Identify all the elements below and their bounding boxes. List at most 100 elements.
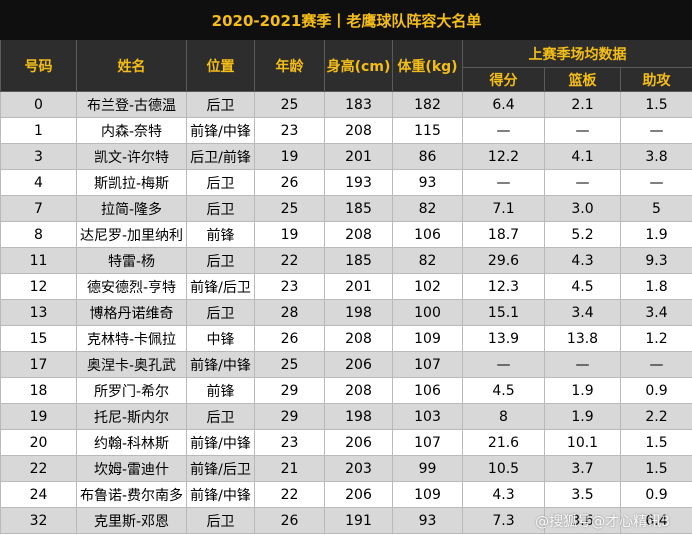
cell-position: 前锋/后卫 (186, 455, 255, 482)
cell-number: 11 (0, 247, 77, 274)
cell-age: 23 (254, 117, 325, 144)
cell-position: 后卫 (186, 195, 255, 222)
cell-weight: 109 (392, 481, 463, 508)
cell-name: 约翰-科林斯 (76, 429, 187, 456)
cell-height: 201 (324, 143, 393, 170)
cell-position: 后卫 (186, 403, 255, 430)
cell-position: 前锋 (186, 377, 255, 404)
cell-number: 22 (0, 455, 77, 482)
cell-age: 26 (254, 325, 325, 352)
cell-name: 德安德烈-亨特 (76, 273, 187, 300)
cell-position: 后卫 (186, 299, 255, 326)
cell-points: 21.6 (462, 429, 545, 456)
table-row: 17 奥涅卡-奥孔武 前锋/中锋 25 206 107— — — (0, 351, 692, 378)
header-assists: 助攻 (619, 67, 692, 92)
cell-assists: 3.4 (619, 299, 692, 326)
cell-weight: 107 (392, 429, 463, 456)
cell-weight: 82 (392, 247, 463, 274)
cell-points: 4.5 (462, 377, 545, 404)
cell-height: 208 (324, 221, 393, 248)
cell-rebounds: — (544, 169, 621, 196)
cell-weight: 100 (392, 299, 463, 326)
header-name: 姓名 (76, 39, 187, 92)
cell-assists: 0.9 (619, 481, 692, 508)
cell-weight: 107 (392, 351, 463, 378)
header-age: 年龄 (254, 39, 325, 92)
cell-assists: — (619, 351, 692, 378)
cell-points: — (462, 169, 545, 196)
cell-name: 布兰登-古德温 (76, 91, 187, 118)
cell-assists: — (619, 169, 692, 196)
cell-rebounds: 4.3 (544, 247, 621, 274)
cell-name: 达尼罗-加里纳利 (76, 221, 187, 248)
cell-position: 前锋/后卫 (186, 273, 255, 300)
cell-number: 13 (0, 299, 77, 326)
cell-number: 15 (0, 325, 77, 352)
cell-age: 26 (254, 169, 325, 196)
cell-weight: 93 (392, 507, 463, 534)
cell-assists: 9.3 (619, 247, 692, 274)
cell-age: 26 (254, 507, 325, 534)
cell-rebounds: 1.9 (544, 403, 621, 430)
table-row: 19 托尼-斯内尔 后卫 29 198 103 8 1.9 2.2 (0, 403, 692, 430)
cell-name: 托尼-斯内尔 (76, 403, 187, 430)
header-last-season: 上赛季场均数据 (461, 39, 692, 68)
cell-position: 后卫 (186, 169, 255, 196)
header-weight: 体重(kg) (392, 39, 463, 92)
cell-points: — (462, 351, 545, 378)
cell-name: 凯文-许尔特 (76, 143, 187, 170)
table-row: 11 特雷-杨 后卫 22 185 82 29.6 4.3 9.3 (0, 247, 692, 274)
cell-weight: 109 (392, 325, 463, 352)
cell-name: 克里斯-邓恩 (76, 507, 187, 534)
cell-position: 前锋/中锋 (186, 429, 255, 456)
cell-name: 拉简-隆多 (76, 195, 187, 222)
cell-height: 206 (324, 351, 393, 378)
cell-weight: 106 (392, 221, 463, 248)
table-row: 13 博格丹诺维奇 后卫 28 198 100 15.1 3.4 3.4 (0, 299, 692, 326)
cell-position: 前锋/中锋 (186, 481, 255, 508)
table-row: 3 凯文-许尔特 后卫/前锋 19 201 86 12.2 4.1 3.8 (0, 143, 692, 170)
cell-name: 奥涅卡-奥孔武 (76, 351, 187, 378)
header-rebounds: 篮板 (544, 67, 621, 92)
cell-height: 191 (324, 507, 393, 534)
cell-age: 23 (254, 429, 325, 456)
table-row: 18 所罗门-希尔 前锋 29 208 106 4.5 1.9 0.9 (0, 377, 692, 404)
cell-age: 22 (254, 481, 325, 508)
cell-position: 后卫 (186, 507, 255, 534)
table-row: 7 拉简-隆多 后卫 25 185 82 7.1 3.0 5 (0, 195, 692, 222)
cell-points: 7.3 (462, 507, 545, 534)
table-row: 24 布鲁诺-费尔南多 前锋/中锋 22 206 109 4.3 3.5 0.9 (0, 481, 692, 508)
cell-number: 17 (0, 351, 77, 378)
cell-points: 10.5 (462, 455, 545, 482)
cell-name: 布鲁诺-费尔南多 (76, 481, 187, 508)
cell-weight: 103 (392, 403, 463, 430)
cell-height: 208 (324, 325, 393, 352)
cell-rebounds: 4.5 (544, 273, 621, 300)
cell-height: 198 (324, 299, 393, 326)
table-row: 15 克林特-卡佩拉 中锋 26 208 109 13.9 13.8 1.2 (0, 325, 692, 352)
cell-number: 18 (0, 377, 77, 404)
cell-height: 206 (324, 481, 393, 508)
cell-age: 29 (254, 403, 325, 430)
cell-points: 8 (462, 403, 545, 430)
table-row: 4 斯凯拉-梅斯 后卫 26 193 93— — — (0, 169, 692, 196)
cell-height: 193 (324, 169, 393, 196)
cell-assists: 6.4 (619, 507, 692, 534)
cell-rebounds: 3.6 (544, 507, 621, 534)
cell-weight: 102 (392, 273, 463, 300)
cell-rebounds: 3.4 (544, 299, 621, 326)
cell-position: 中锋 (186, 325, 255, 352)
cell-name: 所罗门-希尔 (76, 377, 187, 404)
cell-assists: 5 (619, 195, 692, 222)
cell-age: 25 (254, 351, 325, 378)
cell-points: 15.1 (462, 299, 545, 326)
cell-assists: 1.5 (619, 455, 692, 482)
cell-age: 22 (254, 247, 325, 274)
cell-weight: 115 (392, 117, 463, 144)
cell-rebounds: 3.5 (544, 481, 621, 508)
cell-number: 20 (0, 429, 77, 456)
cell-assists: 1.2 (619, 325, 692, 352)
cell-rebounds: 13.8 (544, 325, 621, 352)
cell-position: 后卫 (186, 247, 255, 274)
